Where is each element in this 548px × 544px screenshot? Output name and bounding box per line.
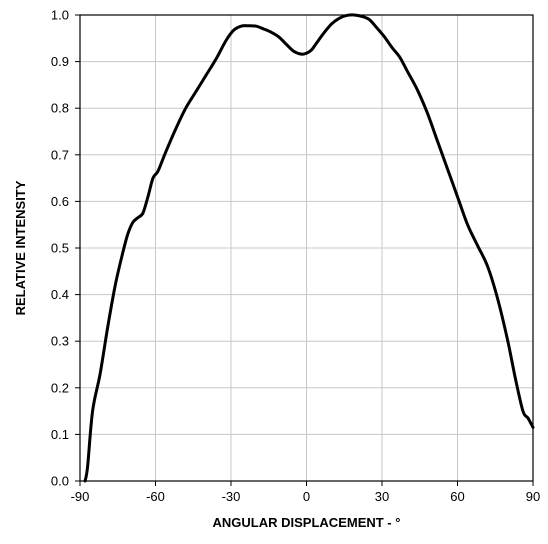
x-tick-label: -60 <box>146 489 165 504</box>
x-tick-label: -90 <box>71 489 90 504</box>
x-tick-label: 30 <box>375 489 389 504</box>
y-tick-label: 0.3 <box>51 334 69 349</box>
y-tick-label: 0.6 <box>51 194 69 209</box>
ticks: -90 -60 -30 0 30 60 90 0.0 0.1 0.2 0.3 0.4 0.5 0.6 0.7… <box>51 8 540 505</box>
x-tick-label: 0 <box>303 489 310 504</box>
y-axis-title: RELATIVE INTENSITY <box>13 180 28 315</box>
x-tick-label: 90 <box>526 489 540 504</box>
grid <box>79 14 534 482</box>
series-layer <box>83 13 535 483</box>
y-tick-label: 0.8 <box>51 101 69 116</box>
x-axis-title: ANGULAR DISPLACEMENT - ° <box>213 515 401 530</box>
y-tick-label: 0.7 <box>51 147 69 162</box>
y-tick-label: 0.5 <box>51 241 69 256</box>
y-tick-label: 0.0 <box>51 474 69 489</box>
x-tick-label: -30 <box>222 489 241 504</box>
y-tick-label: 0.4 <box>51 287 69 302</box>
y-tick-label: 0.2 <box>51 380 69 395</box>
y-tick-label: 0.1 <box>51 427 69 442</box>
series-line <box>83 13 535 483</box>
x-tick-label: 60 <box>450 489 464 504</box>
y-tick-label: 1.0 <box>51 8 69 23</box>
y-tick-label: 0.9 <box>51 54 69 69</box>
